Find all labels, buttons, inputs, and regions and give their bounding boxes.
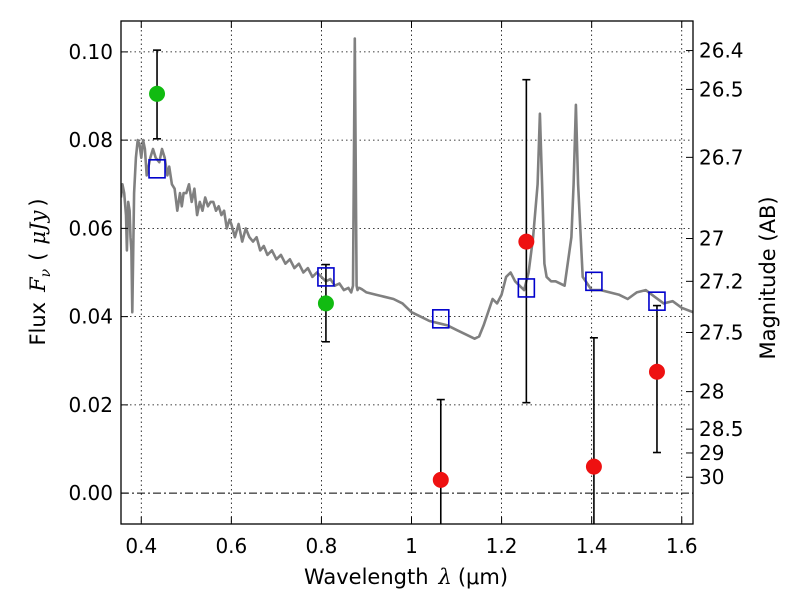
y-axis-label: FluxFν(μJy) [26, 198, 54, 345]
y-tick-label: 0.04 [68, 305, 113, 329]
model-photometry-square [317, 267, 335, 287]
model-photometry-square [585, 271, 603, 292]
model-photometry-square [148, 159, 166, 179]
observed-photometry-points [149, 85, 665, 488]
x-tick-label: 1.4 [576, 534, 608, 558]
photometry-point [317, 295, 334, 312]
x-tick-label: 1.2 [486, 534, 518, 558]
magnitude-tick-label: 27 [699, 227, 724, 251]
y-tick-label: 0.00 [68, 481, 113, 505]
photometry-point [518, 233, 535, 250]
magnitude-tick-label: 26.4 [699, 39, 744, 63]
x-tick-label: 1 [405, 534, 418, 558]
x-tick-label: 0.8 [306, 534, 338, 558]
magnitude-tick-label: 29 [699, 441, 724, 465]
model-photometry-points [148, 159, 666, 329]
x-tick-label: 1.6 [666, 534, 698, 558]
photometry-point [149, 85, 166, 102]
y-tick-label: 0.02 [68, 393, 113, 417]
axis-ticks [121, 21, 693, 524]
x-tick-label: 0.4 [125, 534, 157, 558]
y-tick-label: 0.10 [68, 40, 113, 64]
right-axis-label: Magnitude (AB) [756, 196, 780, 359]
plot-area [121, 37, 693, 524]
grid-lines [121, 21, 693, 524]
model-photometry-square [431, 309, 450, 329]
magnitude-tick-label: 30 [699, 465, 724, 489]
model-photometry-square [517, 278, 536, 298]
y-tick-label: 0.06 [68, 216, 113, 240]
magnitude-tick-label: 26.5 [699, 77, 744, 101]
magnitude-tick-label: 27.2 [699, 269, 744, 293]
y-tick-labels: 0.00 0.02 0.04 0.06 0.08 0.10 [68, 40, 113, 505]
model-photometry-square [648, 291, 666, 311]
plot-frame [120, 20, 694, 525]
sed-model-line [121, 37, 693, 340]
y-tick-label: 0.08 [68, 128, 113, 152]
photometry-point [585, 458, 602, 475]
photometry-point [432, 471, 449, 488]
x-tick-label: 0.6 [215, 534, 247, 558]
magnitude-tick-label: 28.5 [699, 417, 744, 441]
magnitude-tick-label: 28 [699, 380, 724, 404]
photometry-point [648, 363, 665, 380]
x-axis-label: Wavelength λ (μm) [304, 565, 508, 589]
magnitude-tick-label: 26.7 [699, 145, 744, 169]
magnitude-tick-label: 27.5 [699, 321, 744, 345]
x-tick-labels: 0.4 0.6 0.8 1 1.2 1.4 1.6 [125, 534, 697, 558]
